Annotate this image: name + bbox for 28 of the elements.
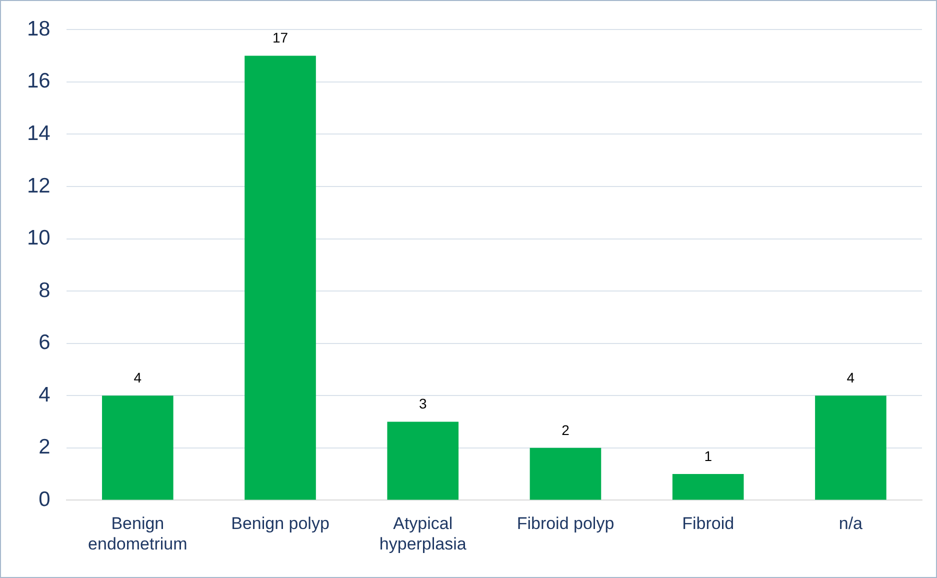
y-tick-label: 6 (38, 331, 50, 354)
y-tick-label: 0 (38, 488, 50, 511)
bar (815, 396, 886, 500)
x-tick-label: Benign endometrium (88, 514, 188, 554)
y-tick-label: 18 (27, 17, 50, 40)
bar (530, 448, 602, 500)
bar (672, 474, 744, 500)
y-tick-label: 12 (27, 174, 50, 198)
y-tick-label: 10 (27, 226, 50, 250)
y-tick-label: 2 (38, 436, 50, 459)
bar (387, 422, 459, 500)
x-tick-label: Benign polyp (231, 514, 330, 534)
x-tick-label: Fibroid polyp (516, 514, 614, 534)
y-tick-label: 8 (38, 278, 50, 302)
data-label: 4 (846, 369, 855, 386)
bar (102, 396, 174, 500)
y-tick-label: 4 (38, 383, 51, 406)
y-tick-label: 16 (27, 70, 50, 93)
x-tick-label: Atypical hyperplasia (379, 514, 467, 554)
data-label: 2 (562, 422, 570, 438)
data-label: 17 (272, 30, 288, 46)
y-tick-label: 14 (27, 122, 51, 145)
bar (244, 56, 316, 500)
data-label: 4 (134, 369, 142, 386)
x-tick-label: n/a (838, 514, 864, 534)
x-tick-label: Fibroid (682, 514, 734, 534)
data-label: 1 (704, 448, 712, 464)
data-label: 3 (418, 396, 427, 412)
